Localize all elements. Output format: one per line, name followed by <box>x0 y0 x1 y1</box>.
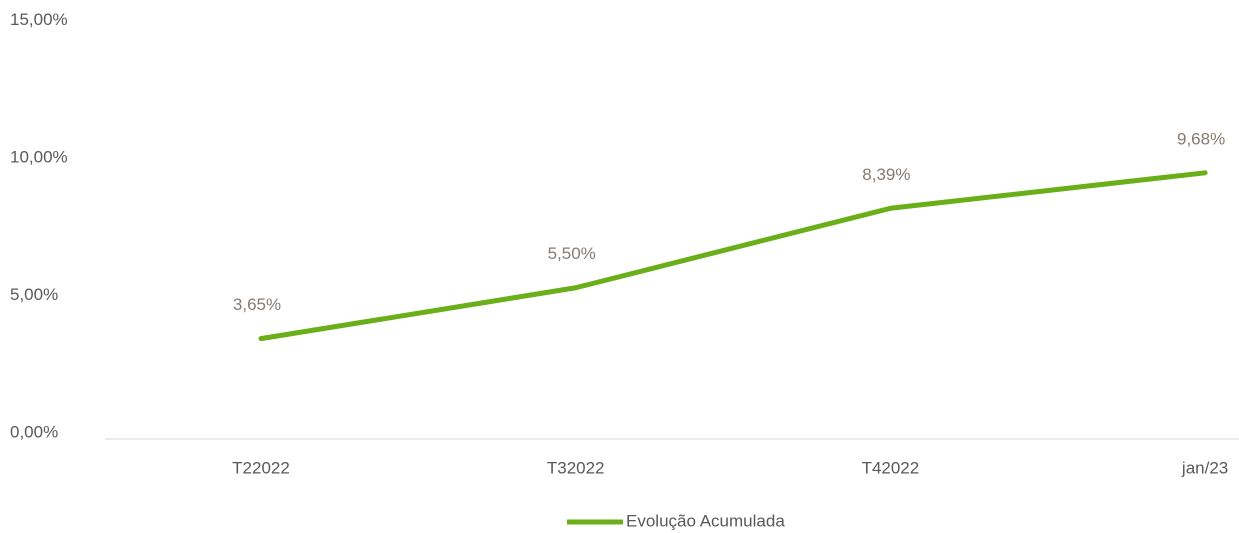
data-label: 9,68% <box>1177 129 1225 148</box>
data-label: 5,50% <box>548 244 596 263</box>
data-label: 8,39% <box>862 165 910 184</box>
x-tick-label: T32022 <box>547 458 605 477</box>
line <box>258 170 1208 342</box>
y-tick-label: 15,00% <box>10 10 68 29</box>
x-tick-label: jan/23 <box>1181 458 1228 477</box>
legend-label: Evolução Acumulada <box>626 511 785 530</box>
y-tick-label: 10,00% <box>10 147 68 166</box>
y-tick-label: 5,00% <box>10 285 58 304</box>
x-tick-label: T22022 <box>232 458 290 477</box>
y-tick-label: 0,00% <box>10 422 58 441</box>
x-tick-label: T42022 <box>862 458 920 477</box>
data-label: 3,65% <box>233 295 281 314</box>
